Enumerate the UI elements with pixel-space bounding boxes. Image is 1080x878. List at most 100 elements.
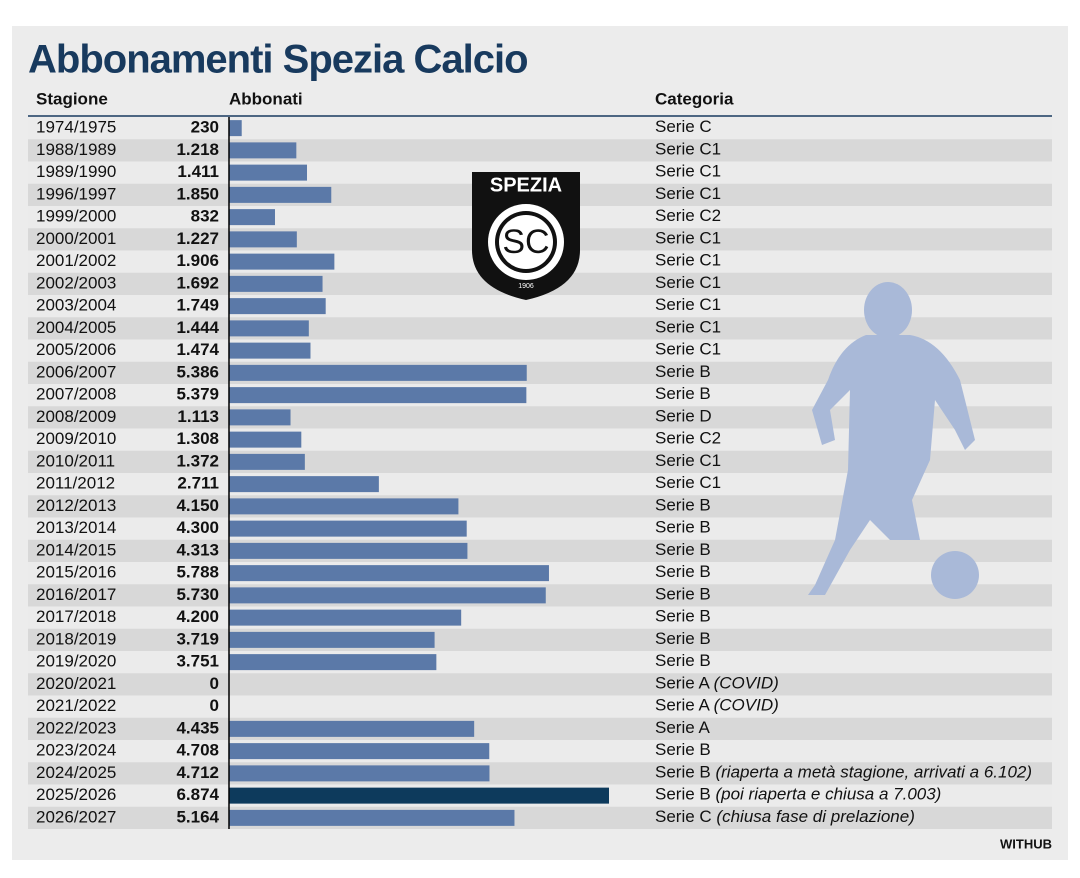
category-label: Serie A	[655, 718, 710, 737]
bar	[229, 275, 323, 292]
category-label: Serie A	[655, 674, 710, 693]
category-label: Serie B	[655, 362, 711, 381]
category-cell: Serie B (riaperta a metà stagione, arriv…	[655, 763, 1032, 782]
bar	[229, 476, 379, 493]
value-label: 230	[191, 118, 219, 137]
category-cell: Serie C2	[655, 429, 721, 448]
value-label: 832	[191, 207, 219, 226]
row-band	[28, 673, 1052, 696]
category-cell: Serie B (poi riaperta e chiusa a 7.003)	[655, 785, 941, 804]
value-label: 3.719	[176, 629, 219, 648]
season-label: 2018/2019	[36, 629, 116, 648]
category-cell: Serie C1	[655, 184, 721, 203]
season-label: 2022/2023	[36, 718, 116, 737]
bar	[229, 164, 308, 181]
season-label: 2017/2018	[36, 607, 116, 626]
value-label: 0	[210, 674, 219, 693]
category-cell: Serie B	[655, 652, 711, 671]
category-cell: Serie B	[655, 496, 711, 515]
category-label: Serie C1	[655, 162, 721, 181]
value-label: 4.200	[176, 607, 219, 626]
bar	[229, 565, 549, 582]
value-label: 4.708	[176, 741, 219, 760]
category-cell: Serie B	[655, 385, 711, 404]
category-cell: Serie C2	[655, 207, 721, 226]
value-label: 1.749	[176, 296, 219, 315]
value-label: 1.444	[176, 318, 219, 337]
bar	[229, 587, 546, 604]
category-label: Serie B	[655, 785, 711, 804]
bar	[229, 342, 311, 359]
season-label: 2000/2001	[36, 229, 116, 248]
chart-title: Abbonamenti Spezia Calcio	[28, 38, 528, 82]
category-cell: Serie C1	[655, 229, 721, 248]
header: Categoria	[655, 89, 734, 108]
category-cell: Serie C1	[655, 273, 721, 292]
category-label: Serie B	[655, 607, 711, 626]
bar	[229, 520, 467, 537]
bar	[229, 809, 515, 826]
category-cell: Serie C (chiusa fase di prelazione)	[655, 807, 915, 826]
category-cell: Serie C1	[655, 451, 721, 470]
value-label: 1.308	[176, 429, 219, 448]
value-label: 2.711	[177, 474, 219, 493]
bar	[229, 120, 242, 137]
bar	[229, 743, 490, 760]
bar	[229, 654, 437, 671]
bar	[229, 631, 435, 648]
category-cell: Serie C1	[655, 251, 721, 270]
category-label: Serie B	[655, 629, 711, 648]
bar	[229, 431, 302, 448]
value-label: 0	[210, 696, 219, 715]
season-label: 2011/2012	[36, 474, 115, 493]
bar	[229, 720, 475, 737]
category-note: (chiusa fase di prelazione)	[716, 807, 914, 826]
bar	[229, 453, 305, 470]
logo: SPEZIA SC 1906	[472, 172, 580, 300]
value-label: 1.411	[177, 162, 219, 181]
season-label: 1988/1989	[36, 140, 116, 159]
season-label: 1989/1990	[36, 162, 116, 181]
season-label: 2023/2024	[36, 741, 116, 760]
season-label: 2026/2027	[36, 807, 116, 826]
bar	[229, 609, 462, 626]
bar	[229, 387, 527, 404]
category-cell: Serie B	[655, 362, 711, 381]
category-cell: Serie B	[655, 741, 711, 760]
category-cell: Serie B	[655, 518, 711, 537]
bar	[229, 209, 275, 226]
category-cell: Serie D	[655, 407, 712, 426]
season-label: 1996/1997	[36, 184, 116, 203]
category-note: (riaperta a metà stagione, arrivati a 6.…	[715, 763, 1032, 782]
category-label: Serie C1	[655, 273, 721, 292]
category-cell: Serie A (COVID)	[655, 696, 779, 715]
category-label: Serie D	[655, 407, 712, 426]
category-label: Serie C1	[655, 474, 721, 493]
season-label: 2010/2011	[36, 451, 115, 470]
category-cell: Serie B	[655, 563, 711, 582]
category-cell: Serie C1	[655, 340, 721, 359]
category-label: Serie C1	[655, 229, 721, 248]
header: Stagione	[36, 89, 108, 108]
category-cell: Serie C1	[655, 474, 721, 493]
value-label: 1.372	[176, 451, 219, 470]
season-label: 2003/2004	[36, 296, 116, 315]
category-note: (COVID)	[714, 696, 779, 715]
bar	[229, 231, 297, 248]
season-label: 2015/2016	[36, 563, 116, 582]
category-cell: Serie A	[655, 718, 710, 737]
bar	[229, 787, 609, 804]
value-label: 1.474	[176, 340, 219, 359]
season-label: 2014/2015	[36, 540, 116, 559]
category-label: Serie C1	[655, 451, 721, 470]
category-label: Serie C2	[655, 207, 721, 226]
value-label: 6.874	[176, 785, 219, 804]
category-label: Serie A	[655, 696, 710, 715]
season-label: 1999/2000	[36, 207, 116, 226]
season-label: 2019/2020	[36, 652, 116, 671]
value-label: 1.906	[176, 251, 219, 270]
bar	[229, 320, 309, 337]
header: Abbonati	[229, 89, 303, 108]
bar	[229, 253, 335, 270]
category-label: Serie B	[655, 385, 711, 404]
